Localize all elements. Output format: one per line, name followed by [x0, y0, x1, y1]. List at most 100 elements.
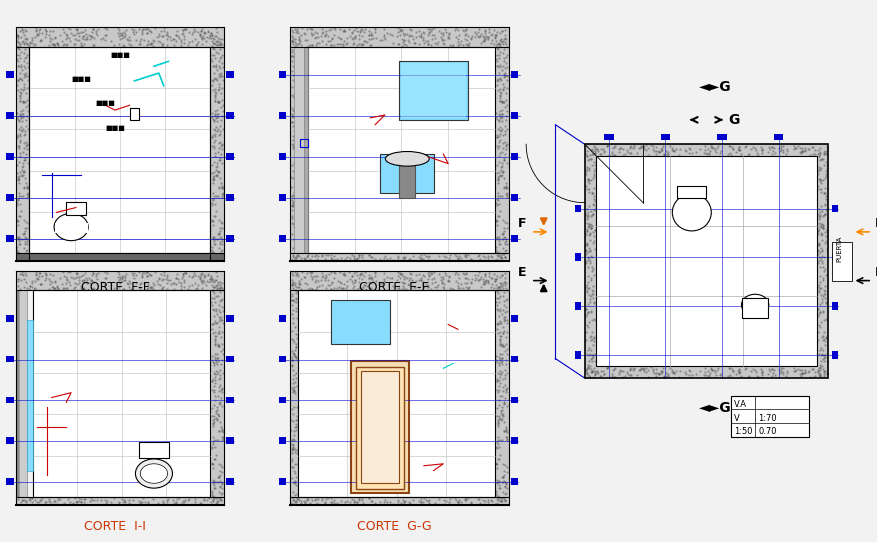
Point — [393, 25, 407, 34]
Point — [327, 40, 341, 49]
Point — [811, 214, 825, 223]
Point — [193, 273, 207, 282]
Point — [154, 41, 168, 50]
Point — [89, 31, 103, 40]
Point — [496, 144, 510, 152]
Point — [657, 372, 671, 381]
Point — [205, 50, 219, 59]
Point — [13, 41, 27, 50]
Point — [816, 251, 830, 260]
Point — [795, 147, 809, 156]
Point — [815, 220, 829, 228]
Point — [484, 274, 498, 283]
Point — [446, 285, 460, 293]
Point — [107, 284, 121, 293]
Point — [588, 145, 602, 153]
Point — [496, 183, 510, 192]
Point — [215, 327, 229, 336]
Point — [442, 29, 456, 38]
Bar — [6, 112, 14, 119]
Point — [207, 401, 221, 410]
Point — [657, 372, 671, 381]
Point — [738, 365, 752, 373]
Point — [208, 111, 222, 120]
Point — [478, 269, 492, 278]
Point — [731, 143, 745, 151]
Point — [18, 269, 32, 278]
Point — [581, 239, 595, 248]
Point — [495, 27, 509, 35]
Point — [407, 282, 421, 291]
Point — [395, 25, 409, 34]
Point — [286, 62, 300, 71]
Point — [207, 385, 221, 394]
Point — [352, 494, 366, 503]
Point — [443, 284, 457, 293]
Point — [591, 147, 605, 156]
Point — [303, 499, 317, 507]
Point — [39, 270, 53, 279]
Point — [206, 42, 220, 51]
Point — [456, 284, 470, 293]
Point — [289, 448, 303, 457]
Point — [206, 358, 220, 366]
Point — [579, 305, 593, 313]
Point — [198, 37, 212, 46]
Point — [499, 235, 513, 244]
Point — [438, 27, 453, 36]
Point — [18, 39, 32, 48]
Point — [291, 39, 305, 48]
Point — [744, 366, 758, 375]
Point — [185, 37, 199, 46]
Point — [655, 144, 669, 153]
Point — [10, 216, 24, 225]
Point — [451, 269, 465, 278]
Point — [117, 33, 131, 41]
Point — [354, 275, 368, 283]
Point — [819, 271, 833, 280]
Point — [21, 189, 35, 198]
Point — [660, 370, 674, 378]
Point — [499, 179, 513, 188]
Point — [286, 144, 300, 153]
Point — [289, 416, 303, 424]
Point — [16, 148, 30, 157]
Point — [458, 35, 472, 43]
Point — [209, 207, 223, 216]
Point — [460, 253, 474, 261]
Point — [20, 240, 34, 249]
Point — [204, 247, 218, 256]
Point — [495, 106, 509, 114]
Point — [288, 35, 302, 43]
Point — [211, 244, 225, 253]
Point — [460, 268, 474, 277]
Point — [285, 25, 299, 34]
Point — [397, 279, 411, 288]
Point — [140, 24, 154, 33]
Point — [20, 51, 34, 60]
Point — [494, 305, 508, 313]
Point — [490, 131, 504, 140]
Point — [478, 279, 492, 287]
Point — [289, 498, 303, 506]
Point — [164, 280, 178, 288]
Point — [213, 347, 227, 356]
Point — [133, 35, 147, 44]
Point — [298, 255, 312, 263]
Point — [465, 275, 479, 283]
Point — [89, 495, 103, 504]
Point — [489, 286, 503, 294]
Point — [215, 141, 229, 150]
Point — [15, 250, 29, 259]
Point — [11, 282, 25, 291]
Point — [488, 256, 502, 264]
Point — [205, 42, 219, 51]
Point — [489, 54, 503, 63]
Point — [210, 409, 224, 417]
Point — [213, 130, 227, 139]
Point — [496, 326, 510, 335]
Point — [499, 340, 513, 349]
Point — [437, 273, 451, 281]
Point — [339, 498, 353, 507]
Point — [310, 41, 324, 50]
